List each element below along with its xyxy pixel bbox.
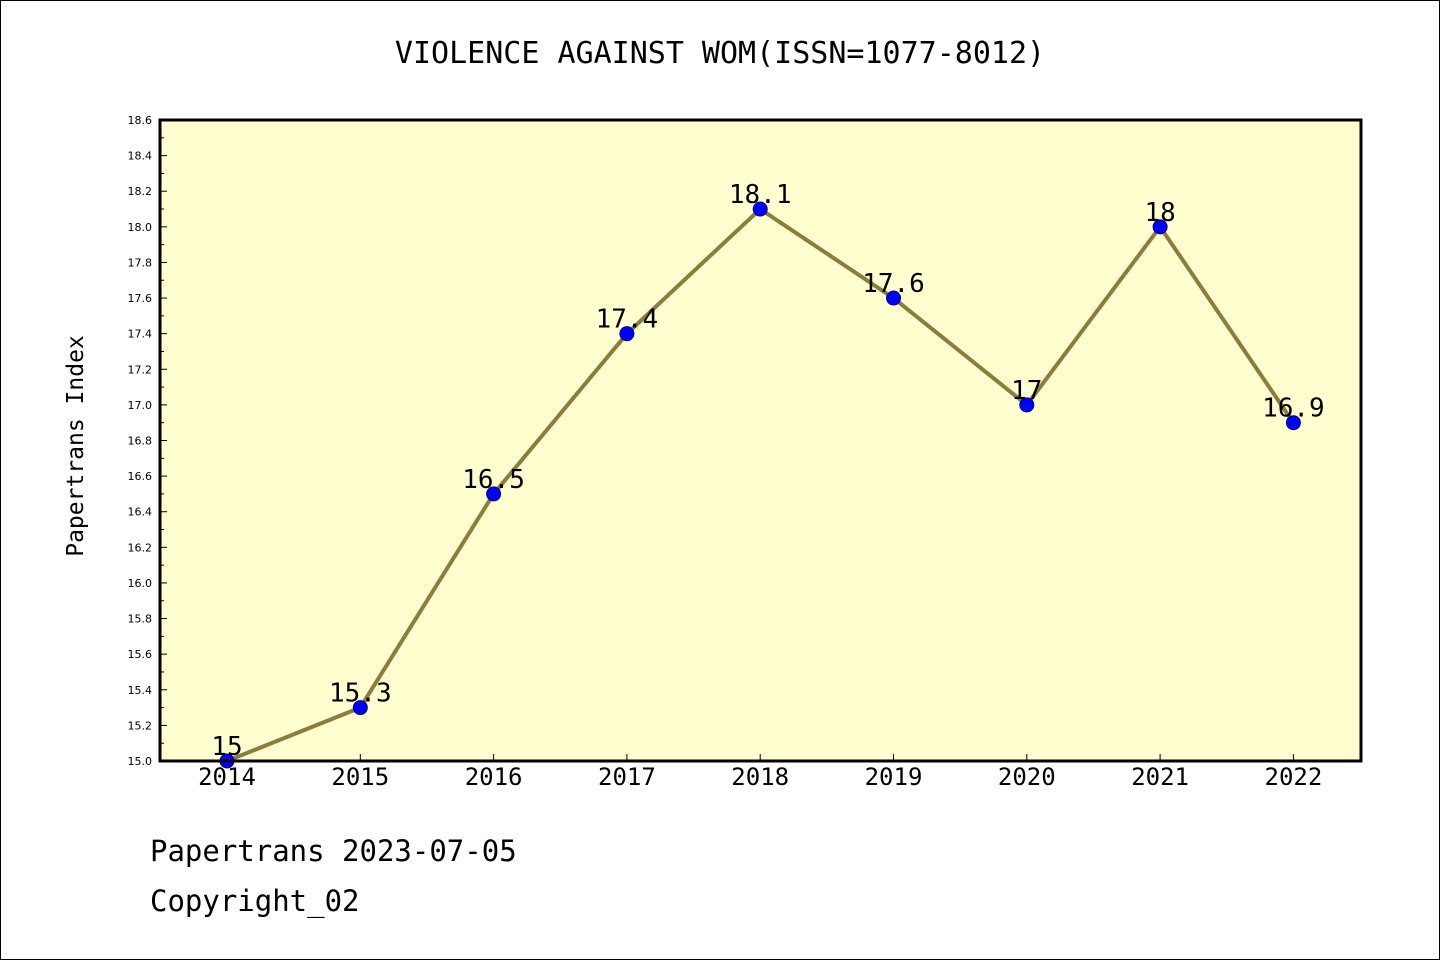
data-label: 16.5 xyxy=(462,465,525,495)
x-tick-label: 2018 xyxy=(731,763,789,791)
y-tick-label: 16.8 xyxy=(128,435,153,448)
y-tick-label: 15.6 xyxy=(128,648,153,661)
data-label: 18.1 xyxy=(729,180,792,210)
y-tick-label: 17.0 xyxy=(128,399,153,412)
y-tick-label: 18.2 xyxy=(128,185,153,198)
y-tick-label: 17.6 xyxy=(128,292,153,305)
data-labels: 15 15.3 16.5 17.4 18.1 17.6 17 18 16.9 xyxy=(211,180,1324,762)
data-label: 15 xyxy=(211,732,242,762)
data-label: 17.6 xyxy=(862,269,925,299)
data-point-markers xyxy=(219,201,1301,769)
x-tick-label: 2021 xyxy=(1131,763,1189,791)
y-tick-label: 18.0 xyxy=(128,221,153,234)
data-label: 16.9 xyxy=(1262,394,1325,424)
data-point xyxy=(619,326,635,342)
y-tick-label: 16.4 xyxy=(128,506,153,519)
data-point xyxy=(1152,219,1168,235)
chart-title: VIOLENCE AGAINST WOM(ISSN=1077-8012) xyxy=(394,36,1046,71)
y-tick-label: 16.2 xyxy=(128,541,153,554)
data-point xyxy=(1019,397,1035,413)
data-point xyxy=(352,700,368,716)
y-tick-label: 17.4 xyxy=(128,328,153,341)
data-point xyxy=(1285,415,1301,431)
x-tick-label: 2015 xyxy=(331,763,389,791)
y-tick-label: 16.0 xyxy=(128,577,153,590)
y-tick-label: 15.4 xyxy=(128,684,153,697)
data-point xyxy=(886,290,901,306)
data-label: 17.4 xyxy=(596,305,659,335)
y-tick-label: 17.2 xyxy=(128,363,153,376)
data-label: 17 xyxy=(1011,376,1042,406)
x-tick-label: 2017 xyxy=(598,763,656,791)
data-point xyxy=(752,201,768,217)
footer-copyright: Copyright_02 xyxy=(150,884,360,918)
y-axis-ticks: 15.0 15.2 15.4 15.6 15.8 16.0 16.2 16.4 16.6 16.8… xyxy=(128,114,167,768)
y-tick-label: 15.0 xyxy=(128,755,153,768)
x-tick-label: 2022 xyxy=(1265,763,1323,791)
y-tick-label: 16.6 xyxy=(128,470,153,483)
x-tick-label: 2020 xyxy=(998,763,1056,791)
y-tick-label: 15.2 xyxy=(128,719,153,732)
y-tick-label: 15.8 xyxy=(128,613,153,626)
data-point xyxy=(486,486,502,502)
x-tick-label: 2016 xyxy=(465,763,523,791)
x-axis-ticks: 2014 2015 2016 2017 2018 2019 2020 2021 2022 xyxy=(198,754,1322,791)
footer-date: Papertrans 2023-07-05 xyxy=(150,834,517,868)
plot-border xyxy=(158,118,1363,763)
data-label: 15.3 xyxy=(329,679,392,709)
y-tick-label: 18.4 xyxy=(128,150,153,163)
x-tick-label: 2019 xyxy=(865,763,923,791)
y-tick-label: 17.8 xyxy=(128,256,153,269)
y-tick-label: 18.6 xyxy=(128,114,153,127)
data-label: 18 xyxy=(1144,198,1175,228)
